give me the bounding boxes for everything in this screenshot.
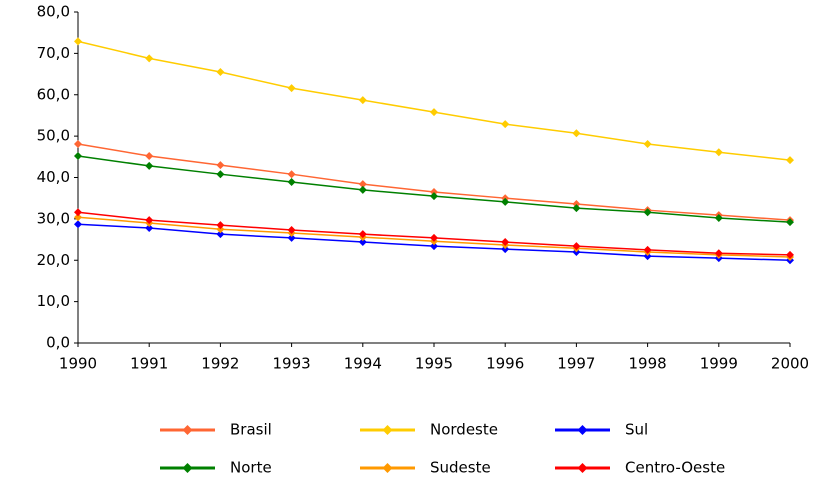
x-tick-label: 1993 (273, 355, 311, 373)
point (358, 96, 367, 105)
legend-marker (382, 463, 393, 473)
point (145, 54, 154, 63)
point (572, 204, 581, 213)
point (287, 170, 296, 179)
point (572, 129, 581, 138)
x-tick-label: 1990 (59, 355, 97, 373)
point (430, 192, 438, 201)
legend-label: Centro-Oeste (625, 459, 725, 477)
point (430, 187, 438, 196)
x-tick-label: 1992 (201, 355, 239, 373)
point (501, 238, 510, 247)
point (572, 199, 581, 208)
point (501, 120, 510, 129)
x-tick-label: 1995 (415, 355, 453, 373)
x-tick-label: 2000 (771, 355, 809, 373)
point (430, 233, 438, 242)
point (643, 139, 652, 148)
point (287, 84, 296, 93)
x-tick-label: 1991 (130, 355, 168, 373)
y-tick-label: 50,0 (37, 127, 70, 145)
point (714, 148, 723, 157)
legend-marker (182, 425, 193, 435)
point (430, 242, 438, 251)
point (786, 250, 794, 259)
point (216, 170, 225, 179)
point (74, 151, 82, 160)
point (714, 249, 723, 258)
series-line (77, 143, 791, 221)
point (74, 208, 82, 217)
point (287, 226, 296, 235)
point (643, 252, 652, 261)
point (145, 151, 154, 160)
point (145, 216, 154, 225)
point (74, 213, 82, 222)
legend-label: Nordeste (430, 421, 498, 439)
point (786, 156, 794, 165)
point (501, 245, 510, 254)
point (74, 220, 82, 229)
point (430, 108, 438, 117)
point (572, 242, 581, 251)
y-tick-label: 80,0 (37, 3, 70, 21)
point (358, 180, 367, 189)
legend-label: Norte (230, 459, 272, 477)
point (287, 178, 296, 187)
point (145, 161, 154, 170)
legend-label: Sul (625, 421, 648, 439)
legend-marker (577, 463, 588, 473)
legend-label: Sudeste (430, 459, 491, 477)
series-line (77, 40, 791, 161)
legend-marker (577, 425, 588, 435)
point (74, 37, 82, 46)
point (786, 218, 794, 227)
legend-marker (182, 463, 193, 473)
point (358, 230, 367, 239)
point (501, 197, 510, 206)
point (145, 223, 154, 232)
point (714, 214, 723, 223)
point (216, 67, 225, 76)
legend-label: Brasil (230, 421, 272, 439)
point (643, 245, 652, 254)
y-tick-label: 10,0 (37, 292, 70, 310)
point (358, 238, 367, 247)
point (358, 185, 367, 194)
legend-marker (382, 425, 393, 435)
x-tick-label: 1996 (486, 355, 524, 373)
point (216, 161, 225, 170)
point (216, 221, 225, 230)
y-tick-label: 0,0 (46, 334, 70, 352)
y-tick-label: 60,0 (37, 85, 70, 103)
y-tick-label: 40,0 (37, 168, 70, 186)
x-tick-label: 1999 (700, 355, 738, 373)
point (74, 139, 82, 148)
x-tick-label: 1994 (344, 355, 382, 373)
point (643, 208, 652, 217)
point (216, 225, 225, 234)
y-tick-label: 20,0 (37, 251, 70, 269)
point (216, 230, 225, 239)
y-tick-label: 70,0 (37, 44, 70, 62)
x-tick-label: 1998 (629, 355, 667, 373)
y-tick-label: 30,0 (37, 209, 70, 227)
x-tick-label: 1997 (557, 355, 595, 373)
point (287, 233, 296, 242)
